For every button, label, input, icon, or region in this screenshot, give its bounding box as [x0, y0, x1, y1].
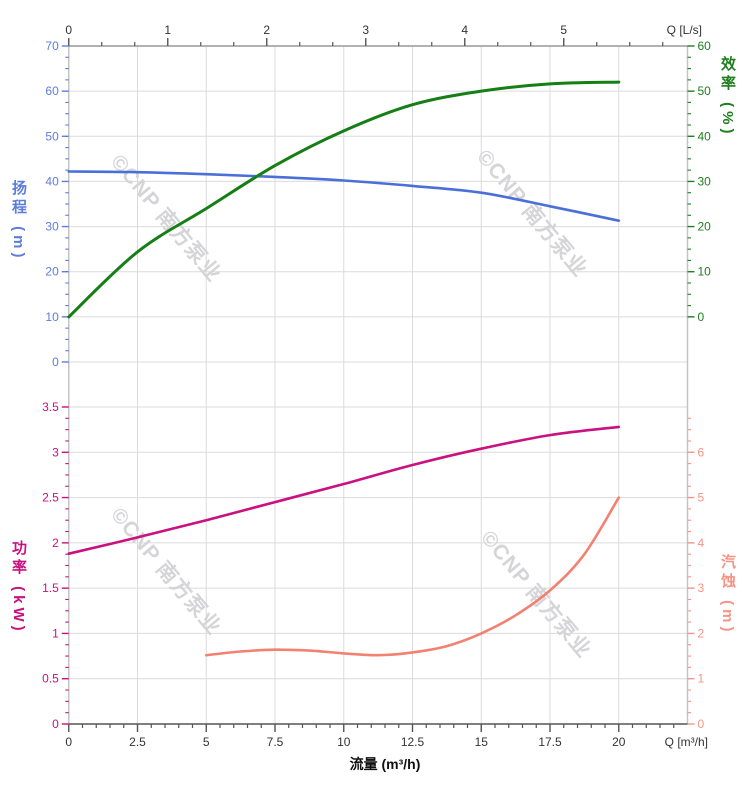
svg-text:4: 4	[461, 23, 468, 37]
svg-text:60: 60	[45, 84, 59, 98]
efficiency-axis: 60 50 40 30 20 10 0	[687, 39, 712, 324]
svg-text:2: 2	[263, 23, 270, 37]
power-curve	[67, 425, 621, 555]
head-axis-title: 扬程 (m)	[10, 180, 27, 262]
svg-text:17.5: 17.5	[538, 735, 562, 749]
svg-text:3: 3	[698, 581, 705, 595]
svg-text:2: 2	[698, 626, 705, 640]
curves	[67, 80, 621, 657]
head-axis: 70 60 50 40 30 20 10 0	[45, 39, 69, 369]
svg-text:70: 70	[45, 39, 59, 53]
power-axis-title: 功率 (kW)	[10, 540, 27, 635]
svg-text:4: 4	[698, 536, 705, 550]
bottom-axis: 0 2.5 5 7.5 10 12.5 15 17.5 20 Q [m³/h]	[65, 724, 708, 749]
efficiency-axis-title: 效率 (%)	[719, 56, 736, 138]
gridlines	[68, 45, 688, 725]
cnp-watermark: ©CNP 南方泵业	[472, 145, 592, 282]
svg-text:0: 0	[65, 23, 72, 37]
svg-text:40: 40	[45, 174, 59, 188]
svg-text:0: 0	[65, 735, 72, 749]
cnp-watermark: ©CNP 南方泵业	[476, 526, 596, 663]
svg-text:1: 1	[164, 23, 171, 37]
svg-text:7.5: 7.5	[267, 735, 284, 749]
svg-text:1.5: 1.5	[42, 581, 59, 595]
svg-text:10: 10	[698, 265, 712, 279]
top-axis: 0 1 2 3 4 5 Q [L/s]	[65, 23, 702, 46]
power-axis: 3.5 3 2.5 2 1.5 1 0.5 0	[42, 400, 69, 731]
svg-text:20: 20	[45, 265, 59, 279]
svg-text:50: 50	[45, 129, 59, 143]
svg-text:30: 30	[45, 220, 59, 234]
plot-border	[68, 45, 689, 725]
efficiency-curve	[67, 80, 621, 319]
npsh-axis: 6 5 4 3 2 1 0	[687, 417, 705, 731]
npsh-axis-title: 汽蚀 (m)	[719, 554, 736, 636]
svg-text:20: 20	[612, 735, 626, 749]
svg-text:50: 50	[698, 84, 712, 98]
head-curve	[67, 170, 621, 222]
svg-text:15: 15	[475, 735, 489, 749]
svg-text:2: 2	[52, 536, 59, 550]
svg-text:40: 40	[698, 129, 712, 143]
svg-text:30: 30	[698, 174, 712, 188]
svg-text:Q [m³/h]: Q [m³/h]	[665, 735, 708, 749]
svg-text:3.5: 3.5	[42, 400, 59, 414]
svg-text:5: 5	[203, 735, 210, 749]
svg-text:6: 6	[698, 445, 705, 459]
svg-text:1: 1	[698, 672, 705, 686]
svg-text:0: 0	[52, 355, 59, 369]
svg-text:12.5: 12.5	[401, 735, 425, 749]
svg-text:0: 0	[698, 717, 705, 731]
svg-text:20: 20	[698, 220, 712, 234]
svg-text:3: 3	[52, 445, 59, 459]
svg-text:1: 1	[52, 626, 59, 640]
svg-text:60: 60	[698, 39, 712, 53]
flow-axis-title: 流量 (m³/h)	[349, 756, 421, 772]
svg-text:3: 3	[362, 23, 369, 37]
svg-text:10: 10	[337, 735, 351, 749]
svg-text:5: 5	[560, 23, 567, 37]
svg-text:0: 0	[698, 310, 705, 324]
svg-text:0: 0	[52, 717, 59, 731]
svg-text:2.5: 2.5	[42, 491, 59, 505]
watermark: ©CNP 南方泵业 ©CNP 南方泵业 ©CNP 南方泵业 ©CNP 南方泵业	[106, 145, 596, 663]
svg-text:2.5: 2.5	[129, 735, 146, 749]
npsh-curve	[205, 496, 621, 657]
svg-text:5: 5	[698, 491, 705, 505]
svg-text:Q [L/s]: Q [L/s]	[667, 23, 702, 37]
svg-text:10: 10	[45, 310, 59, 324]
cnp-watermark: ©CNP 南方泵业	[106, 150, 226, 287]
svg-text:0.5: 0.5	[42, 672, 59, 686]
cnp-watermark: ©CNP 南方泵业	[106, 503, 226, 640]
